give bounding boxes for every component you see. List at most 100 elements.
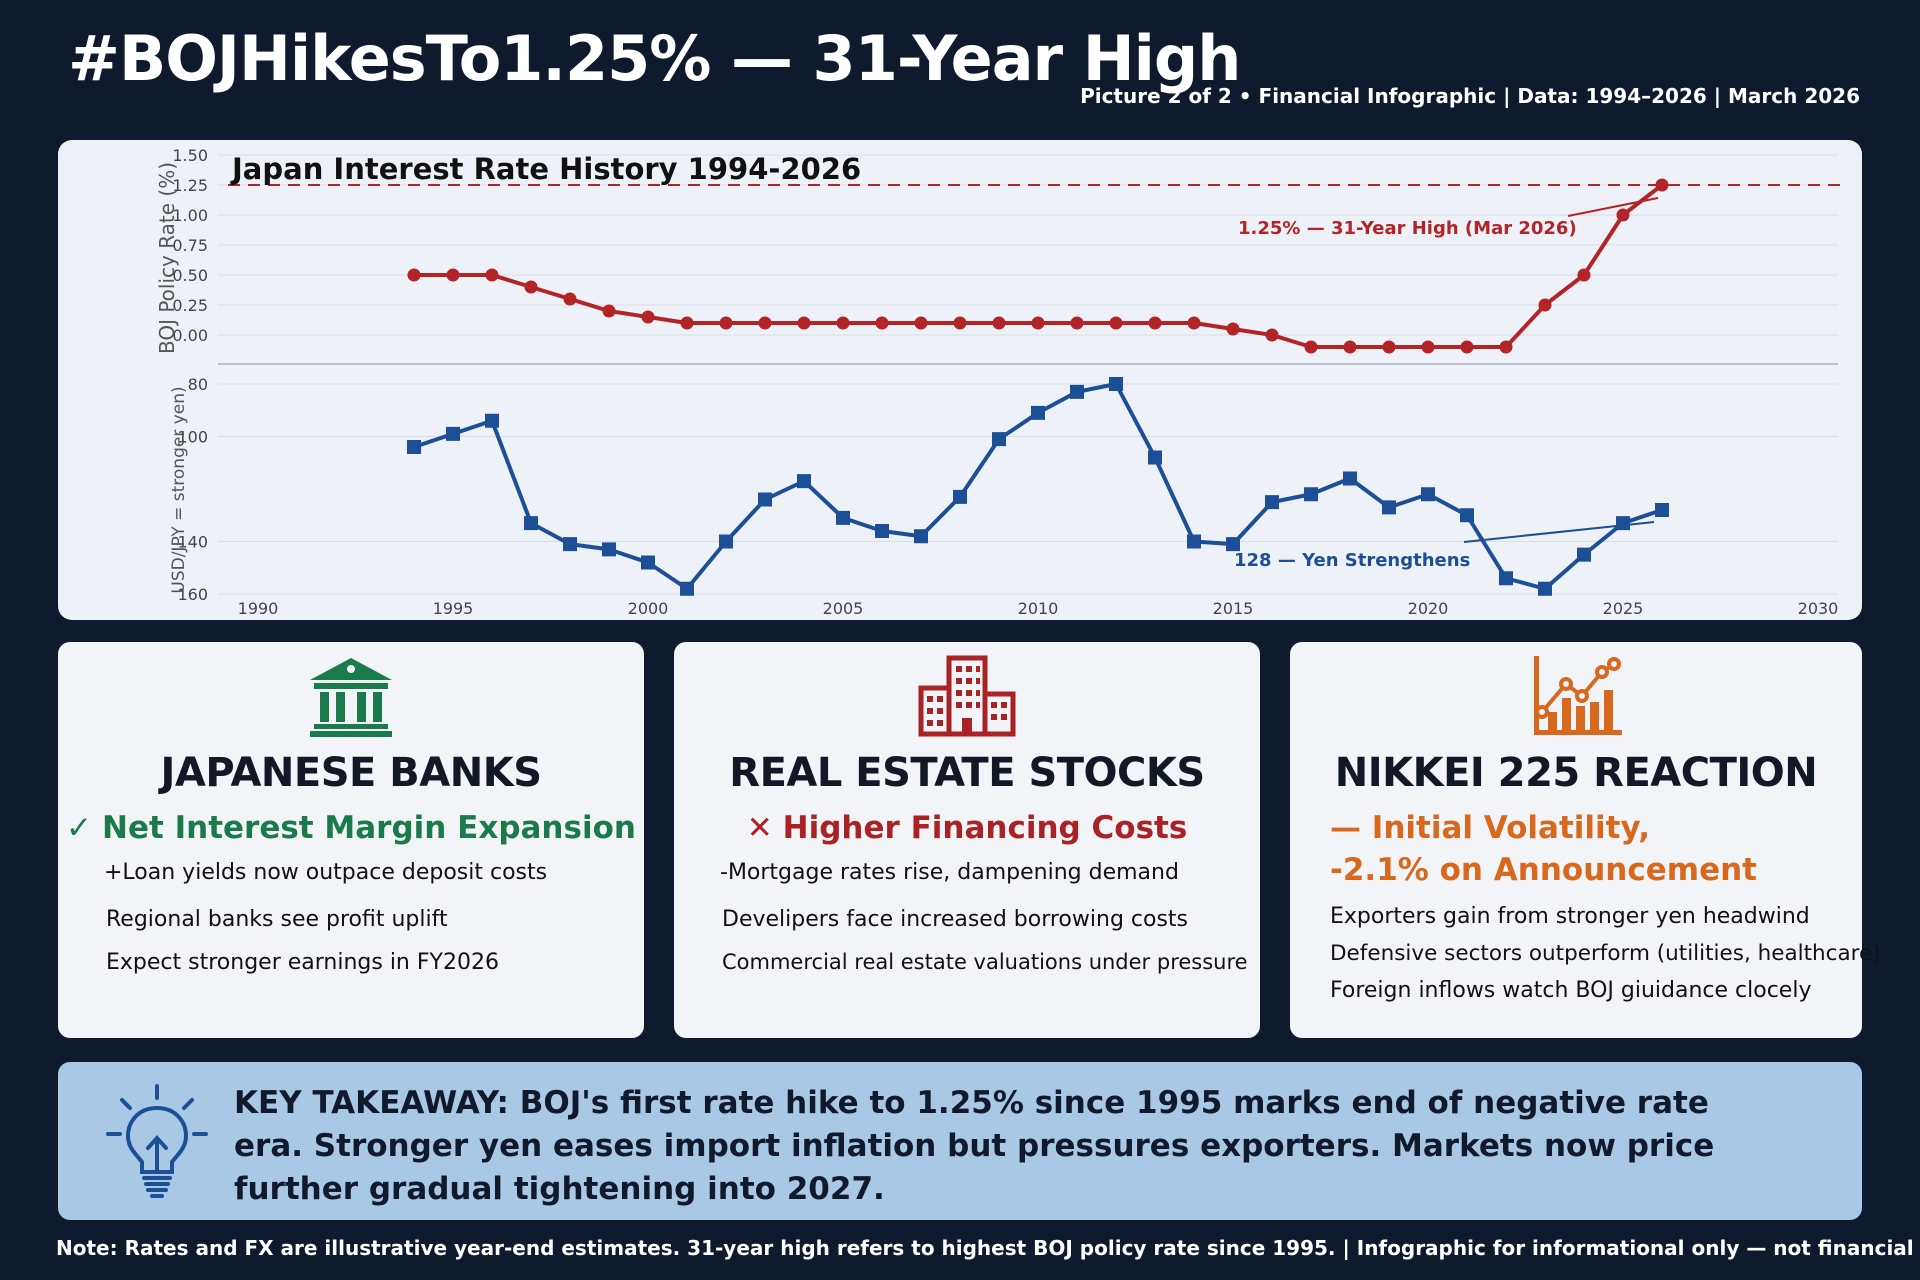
rate-data-point (875, 316, 889, 330)
fx-data-point (1421, 487, 1435, 502)
fx-data-point (446, 426, 460, 441)
card-bullet: Commercial real estate valuations under … (722, 950, 1248, 974)
fx-data-point (719, 534, 733, 549)
fx-data-point (992, 432, 1006, 447)
x-tick-label: 2020 (1408, 599, 1449, 618)
fx-data-point (836, 510, 850, 525)
rate-data-point (1343, 340, 1357, 354)
cross-icon: ✕ (746, 810, 773, 846)
fx-data-point (1460, 508, 1474, 523)
card-bullet: +Loan yields now outpace deposit costs (104, 860, 548, 885)
rate-annotation-arrow (1567, 197, 1659, 217)
y-tick-label: 140 (177, 533, 208, 552)
fx-data-point (1265, 495, 1279, 510)
card-nikkei: NIKKEI 225 REACTION — Initial Volatility… (1290, 642, 1881, 1038)
y-tick-label: 100 (177, 428, 208, 447)
key-takeaway-text: KEY TAKEAWAY: BOJ's first rate hike to 1… (234, 1085, 1715, 1207)
card-title: JAPANESE BANKS (160, 750, 542, 796)
fx-data-point (1616, 516, 1630, 531)
x-tick-label: 2010 (1018, 599, 1059, 618)
card-bullet: Regional banks see profit uplift (106, 907, 448, 932)
rate-data-point (1382, 340, 1396, 354)
rate-data-point (1460, 340, 1474, 354)
x-tick-label: 1990 (238, 599, 279, 618)
rate-data-point (1265, 328, 1279, 342)
rate-data-point (1226, 322, 1240, 336)
fx-data-point (1304, 487, 1318, 502)
rate-data-point (524, 280, 538, 294)
rate-data-point (1070, 316, 1084, 330)
fx-data-point (1655, 503, 1669, 517)
rate-data-point (1499, 340, 1513, 354)
checkmark-icon: ✓ (66, 810, 93, 846)
x-tick-label: 2000 (628, 599, 669, 618)
fx-data-point (524, 516, 538, 531)
fx-annotation-arrow (1463, 521, 1655, 543)
rate-data-point (446, 268, 460, 282)
card-japanese-banks: JAPANESE BANKS ✓ Net Interest Margin Expa… (58, 642, 644, 1038)
card-headline: ✕ Higher Financing Costs (746, 810, 1188, 846)
card-bullet: Develipers face increased borrowing cost… (722, 907, 1189, 932)
fx-data-point (1226, 537, 1240, 552)
y-tick-label: 0.75 (172, 236, 208, 255)
rate-data-point (641, 310, 655, 324)
rate-data-point (407, 268, 421, 282)
rate-data-point (953, 316, 967, 330)
fx-data-point (563, 537, 577, 552)
rate-data-point (836, 316, 850, 330)
fx-data-point (1109, 377, 1123, 391)
x-tick-label: 2025 (1603, 599, 1644, 618)
rate-data-point (1421, 340, 1435, 354)
fx-data-point (680, 581, 694, 596)
fx-data-point (1031, 405, 1045, 420)
fx-data-point (1538, 581, 1552, 596)
rate-data-point (797, 316, 811, 330)
x-tick-label: 1995 (433, 599, 474, 618)
rate-data-point (1109, 316, 1123, 330)
y-tick-label: 0.50 (172, 266, 208, 285)
rate-data-point (485, 268, 499, 282)
y-axis-label-fx: USD/JPY = stronger yen) (169, 386, 189, 593)
rate-data-point (992, 316, 1006, 330)
rate-data-point (914, 316, 928, 330)
card-headline: — Initial Volatility, -2.1% on Announcem… (1330, 810, 1862, 888)
y-tick-label: 0.00 (172, 326, 208, 345)
card-title: NIKKEI 225 REACTION (1334, 750, 1818, 796)
card-bullet: Expect stronger earnings in FY2026 (106, 950, 499, 975)
card-bullet: Defensive sectors outperform (utilities,… (1330, 941, 1881, 966)
y-tick-label: 160 (177, 585, 208, 604)
fx-data-point (1343, 471, 1357, 486)
rate-data-point (758, 316, 772, 330)
rate-data-point (1304, 340, 1318, 354)
rate-data-point (1655, 178, 1669, 192)
card-bullet: Foreign inflows watch BOJ giuidance cloc… (1330, 978, 1812, 1003)
rate-data-point (1031, 316, 1045, 330)
fx-data-point (1382, 500, 1396, 515)
fx-data-point (1499, 571, 1513, 586)
card-headline: ✓ Net Interest Margin Expansion (66, 810, 636, 846)
card-bullet: Exporters gain from stronger yen headwin… (1330, 904, 1810, 929)
fx-data-point (1577, 547, 1591, 562)
rate-data-point (1577, 268, 1591, 282)
chart-canvas: 1.50 1.25 1.00 0.75 0.50 0.25 0.00 80 100 140 160 1… (155, 146, 1848, 618)
key-takeaway-banner: KEY TAKEAWAY: BOJ's first rate hike to 1… (58, 1062, 1862, 1220)
y-tick-label: 1.00 (172, 206, 208, 225)
rate-data-point (719, 316, 733, 330)
page-subtitle: Picture 2 of 2 • Financial Infographic |… (1080, 84, 1860, 108)
card-real-estate: REAL ESTATE STOCKS ✕ Higher Financing Cos… (674, 642, 1260, 1038)
footer-note: Note: Rates and FX are illustrative year… (56, 1236, 1920, 1260)
fx-annotation: 128 — Yen Strengthens (1234, 550, 1470, 571)
fx-data-point (914, 529, 928, 544)
fx-data-point (1187, 534, 1201, 549)
fx-data-point (407, 440, 421, 454)
chart-growth-icon (1526, 654, 1626, 743)
fx-data-point (875, 524, 889, 538)
rate-annotation: 1.25% — 31-Year High (Mar 2026) (1238, 218, 1577, 239)
card-title: REAL ESTATE STOCKS (729, 750, 1205, 796)
y-tick-label: 1.25 (172, 176, 208, 195)
fx-data-point (485, 413, 499, 428)
card-bullet: -Mortgage rates rise, dampening demand (720, 860, 1179, 885)
lightbulb-icon (102, 1082, 212, 1207)
fx-data-point (1148, 450, 1162, 465)
page-title: #BOJHikesTo1.25% — 31-Year High (68, 22, 1241, 95)
